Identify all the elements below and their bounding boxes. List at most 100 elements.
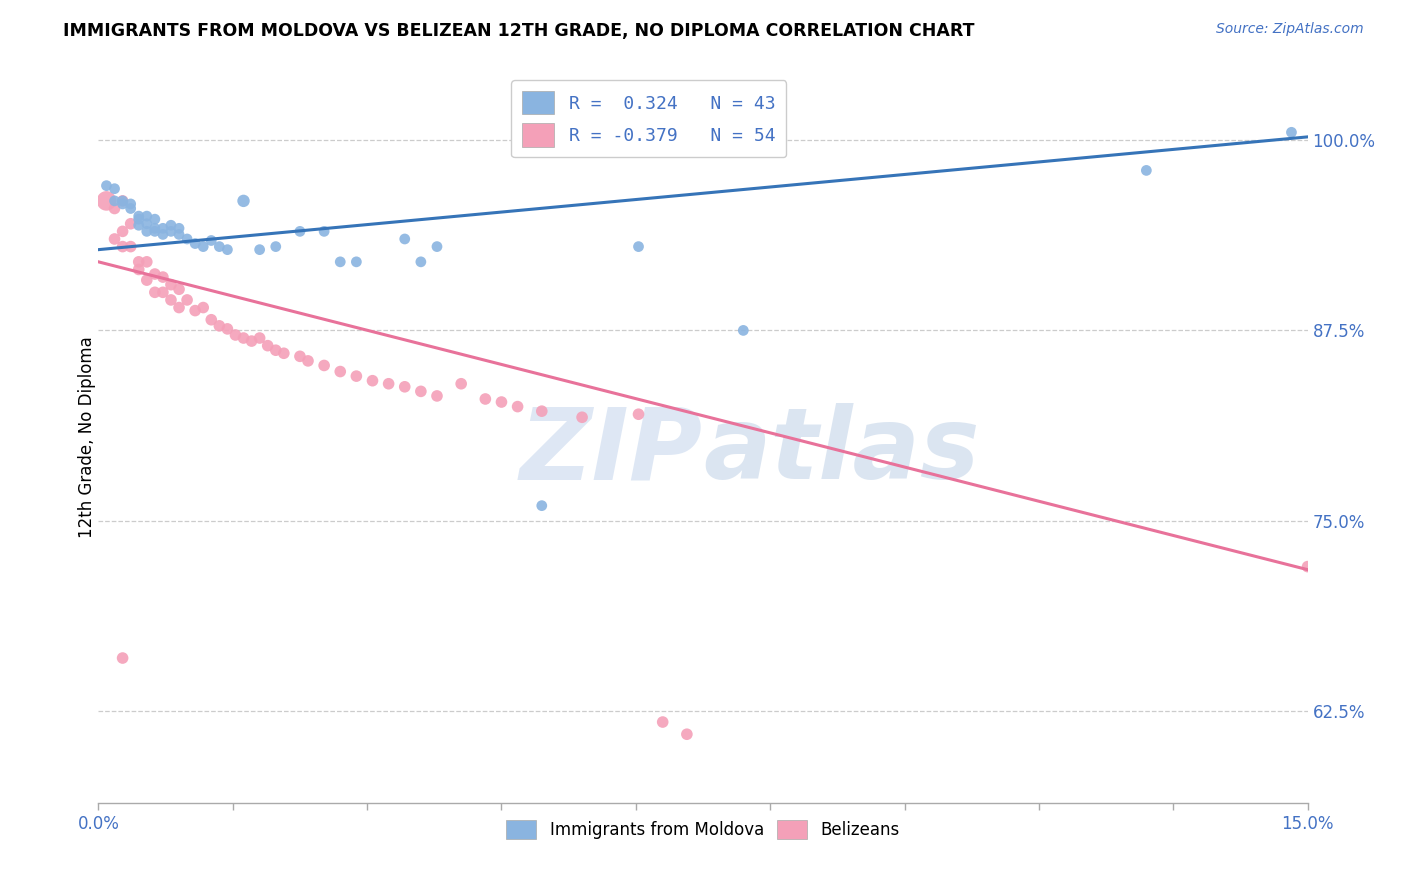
Point (120, 202, 142, 216)
Point (167, 282, 190, 296)
Point (111, 651, 134, 665)
Point (128, 219, 150, 233)
Point (96, 194, 118, 208)
Point (143, 224, 166, 238)
Point (184, 303, 207, 318)
Point (409, 255, 432, 269)
Point (200, 234, 222, 248)
Point (111, 194, 134, 208)
Point (111, 239, 134, 253)
Point (103, 232, 125, 246)
Point (128, 209, 150, 223)
Point (232, 331, 254, 345)
Point (120, 217, 142, 231)
Point (474, 392, 496, 406)
Point (224, 328, 246, 343)
Point (217, 322, 239, 336)
Point (160, 293, 183, 307)
Point (240, 334, 263, 348)
Point (103, 202, 125, 216)
Point (193, 239, 215, 253)
Text: atlas: atlas (703, 403, 980, 500)
Point (160, 219, 183, 233)
Point (120, 239, 142, 253)
Point (249, 331, 271, 345)
Point (152, 227, 174, 242)
Point (111, 194, 134, 208)
Point (651, 714, 673, 729)
Point (160, 224, 183, 238)
Point (128, 212, 150, 227)
Point (160, 277, 183, 292)
Point (394, 380, 416, 394)
Point (409, 384, 432, 399)
Point (733, 323, 755, 337)
Point (530, 404, 553, 418)
Point (1296, 559, 1319, 574)
Point (314, 359, 336, 373)
Point (676, 727, 699, 741)
Point (426, 239, 449, 253)
Point (1281, 125, 1303, 139)
Point (344, 369, 367, 384)
Point (627, 407, 650, 421)
Point (135, 273, 157, 287)
Point (103, 194, 125, 208)
Point (120, 197, 142, 211)
Point (96, 178, 118, 193)
Text: Source: ZipAtlas.com: Source: ZipAtlas.com (1216, 22, 1364, 37)
Point (1135, 163, 1157, 178)
Point (249, 243, 271, 257)
Point (184, 236, 207, 251)
Point (111, 197, 134, 211)
Point (176, 232, 198, 246)
Point (167, 227, 190, 242)
Point (288, 224, 311, 238)
Point (394, 232, 416, 246)
Point (329, 255, 352, 269)
Point (344, 255, 367, 269)
Point (377, 376, 399, 391)
Point (506, 400, 529, 414)
Point (111, 224, 134, 238)
Y-axis label: 12th Grade, No Diploma: 12th Grade, No Diploma (79, 336, 96, 538)
Point (167, 301, 190, 315)
Point (143, 221, 166, 235)
Point (103, 182, 125, 196)
Point (193, 301, 215, 315)
Point (176, 293, 198, 307)
Point (491, 395, 513, 409)
Point (135, 209, 157, 223)
Point (361, 374, 384, 388)
Text: ZIP: ZIP (520, 403, 703, 500)
Point (200, 312, 222, 326)
Point (135, 217, 157, 231)
Point (208, 239, 231, 253)
Point (143, 285, 166, 300)
Point (135, 224, 157, 238)
Point (329, 365, 352, 379)
Text: IMMIGRANTS FROM MOLDOVA VS BELIZEAN 12TH GRADE, NO DIPLOMA CORRELATION CHART: IMMIGRANTS FROM MOLDOVA VS BELIZEAN 12TH… (63, 22, 974, 40)
Point (208, 318, 231, 333)
Point (217, 243, 239, 257)
Legend: Immigrants from Moldova, Belizeans: Immigrants from Moldova, Belizeans (499, 814, 907, 846)
Point (264, 239, 287, 253)
Point (152, 221, 174, 235)
Point (314, 224, 336, 238)
Point (152, 270, 174, 285)
Point (627, 239, 650, 253)
Point (128, 255, 150, 269)
Point (232, 194, 254, 208)
Point (571, 410, 593, 425)
Point (264, 343, 287, 358)
Point (167, 221, 190, 235)
Point (128, 262, 150, 277)
Point (297, 354, 319, 368)
Point (135, 255, 157, 269)
Point (143, 212, 166, 227)
Point (152, 285, 174, 300)
Point (450, 376, 472, 391)
Point (530, 499, 553, 513)
Point (288, 349, 311, 363)
Point (426, 389, 449, 403)
